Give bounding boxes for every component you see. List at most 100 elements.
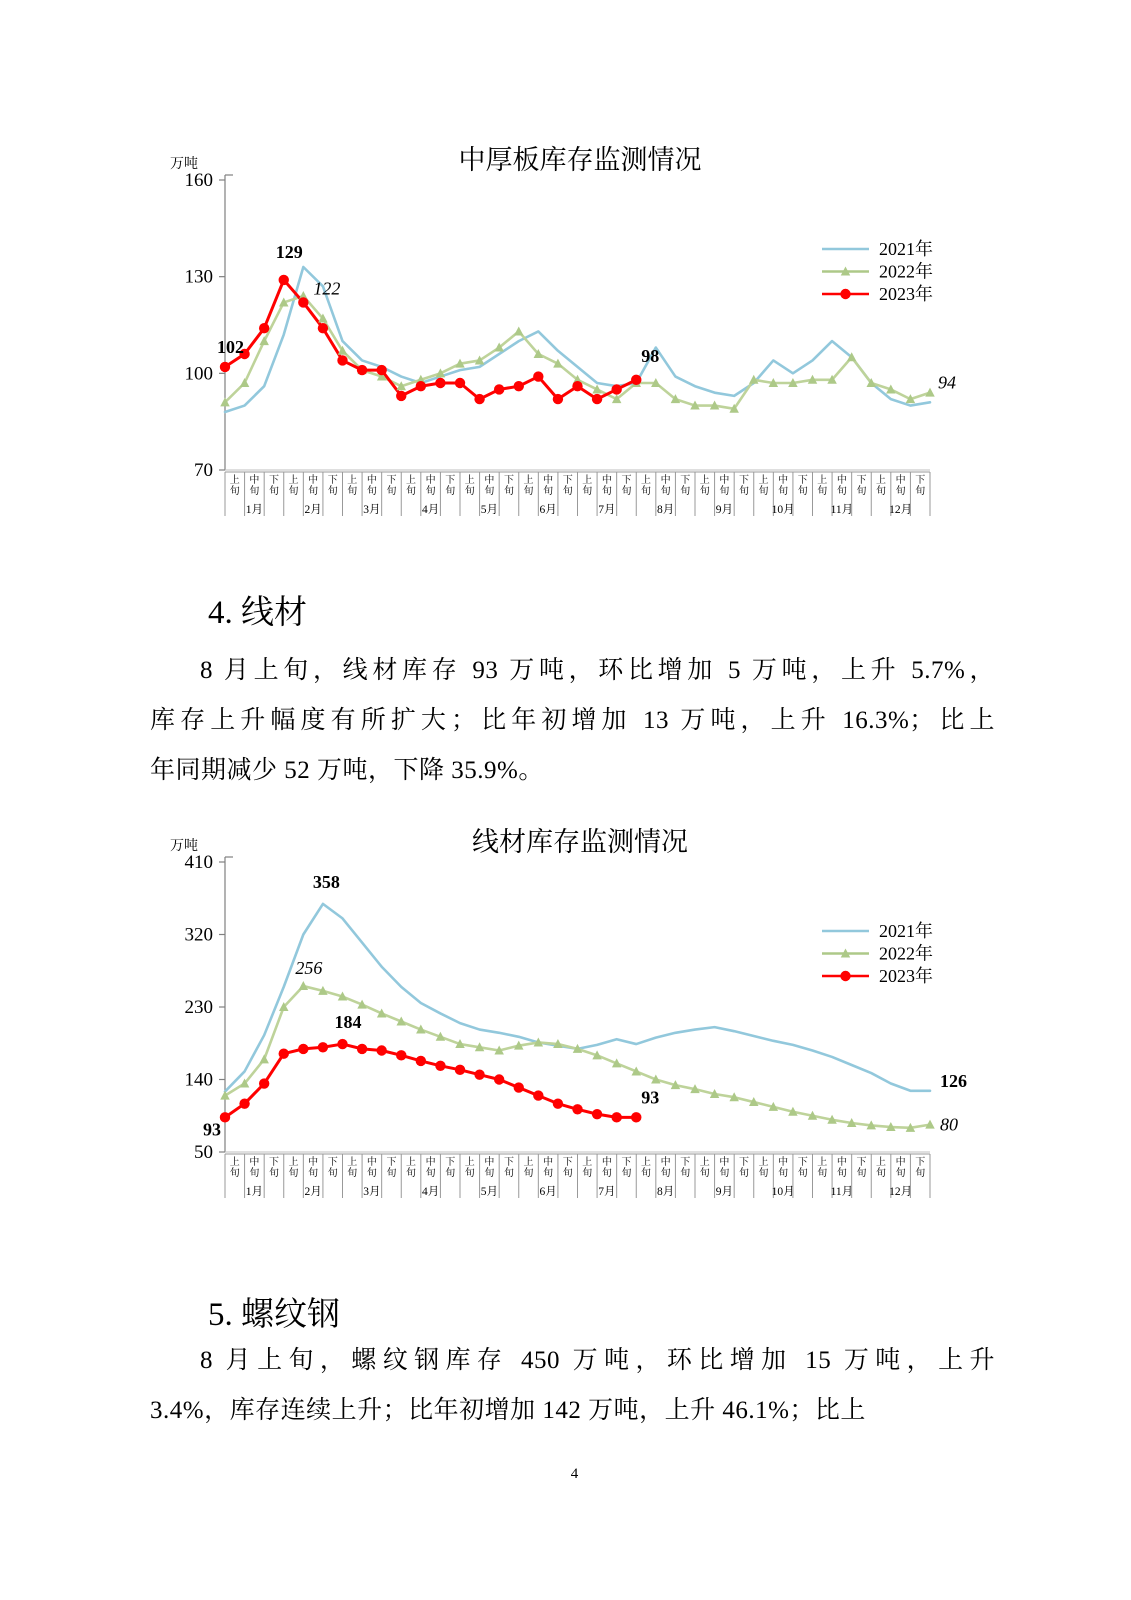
svg-text:5月: 5月	[481, 503, 498, 516]
svg-text:中: 中	[661, 1155, 671, 1168]
svg-text:8月: 8月	[657, 503, 674, 516]
svg-text:旬: 旬	[896, 1166, 906, 1179]
svg-text:4月: 4月	[422, 503, 439, 516]
svg-text:中: 中	[543, 1155, 553, 1168]
svg-text:上: 上	[347, 1155, 357, 1168]
svg-text:3月: 3月	[363, 1185, 380, 1198]
svg-text:上: 上	[759, 1155, 769, 1168]
svg-text:中: 中	[543, 473, 553, 486]
svg-text:1月: 1月	[246, 503, 263, 516]
svg-text:98: 98	[641, 346, 659, 366]
svg-text:10月: 10月	[772, 503, 795, 516]
svg-text:线材库存监测情况: 线材库存监测情况	[472, 827, 688, 857]
svg-text:70: 70	[194, 460, 213, 481]
svg-text:2023年: 2023年	[879, 283, 933, 304]
svg-text:下: 下	[621, 474, 631, 486]
svg-text:12月: 12月	[889, 1185, 912, 1198]
svg-text:中: 中	[249, 1155, 259, 1168]
svg-text:下: 下	[563, 474, 573, 486]
svg-text:中: 中	[602, 473, 612, 486]
svg-text:中: 中	[367, 1155, 377, 1168]
svg-text:旬: 旬	[445, 484, 455, 497]
svg-text:6月: 6月	[539, 503, 556, 516]
svg-text:中厚板库存监测情况: 中厚板库存监测情况	[459, 145, 702, 175]
svg-text:2月: 2月	[304, 503, 321, 516]
svg-text:5月: 5月	[481, 1185, 498, 1198]
svg-text:旬: 旬	[269, 484, 279, 497]
svg-text:上: 上	[230, 1155, 240, 1168]
svg-text:100: 100	[185, 363, 214, 384]
svg-text:旬: 旬	[543, 1166, 553, 1179]
svg-text:旬: 旬	[249, 484, 259, 497]
svg-text:下: 下	[386, 474, 396, 486]
svg-text:9月: 9月	[716, 503, 733, 516]
svg-text:下: 下	[269, 474, 279, 486]
svg-text:下: 下	[856, 1156, 866, 1168]
svg-text:上: 上	[230, 473, 240, 486]
svg-text:旬: 旬	[484, 1166, 494, 1179]
svg-text:下: 下	[915, 474, 925, 486]
svg-text:6月: 6月	[539, 1185, 556, 1198]
svg-text:122: 122	[313, 278, 340, 298]
svg-text:旬: 旬	[386, 1166, 396, 1179]
svg-text:旬: 旬	[817, 484, 827, 497]
svg-text:旬: 旬	[230, 1166, 240, 1179]
svg-text:旬: 旬	[504, 484, 514, 497]
svg-text:上: 上	[406, 473, 416, 486]
svg-text:下: 下	[798, 1156, 808, 1168]
svg-text:80: 80	[940, 1115, 958, 1135]
svg-text:下: 下	[856, 474, 866, 486]
svg-text:旬: 旬	[778, 484, 788, 497]
svg-text:旬: 旬	[524, 484, 534, 497]
svg-text:上: 上	[641, 473, 651, 486]
svg-text:94: 94	[938, 373, 956, 393]
svg-text:上: 上	[524, 473, 534, 486]
svg-text:旬: 旬	[915, 1166, 925, 1179]
svg-text:上: 上	[817, 1155, 827, 1168]
svg-text:旬: 旬	[445, 1166, 455, 1179]
svg-text:中: 中	[896, 473, 906, 486]
svg-text:旬: 旬	[719, 1166, 729, 1179]
svg-text:中: 中	[367, 473, 377, 486]
svg-text:旬: 旬	[543, 484, 553, 497]
svg-text:下: 下	[386, 1156, 396, 1168]
svg-text:旬: 旬	[759, 484, 769, 497]
svg-text:下: 下	[445, 474, 455, 486]
svg-text:上: 上	[641, 1155, 651, 1168]
svg-text:3月: 3月	[363, 503, 380, 516]
svg-text:上: 上	[524, 1155, 534, 1168]
svg-text:旬: 旬	[680, 1166, 690, 1179]
svg-text:旬: 旬	[465, 484, 475, 497]
svg-text:中: 中	[719, 1155, 729, 1168]
svg-text:上: 上	[347, 473, 357, 486]
svg-text:上: 上	[876, 1155, 886, 1168]
svg-text:旬: 旬	[739, 484, 749, 497]
svg-text:10月: 10月	[772, 1185, 795, 1198]
svg-text:2022年: 2022年	[879, 943, 933, 964]
svg-text:7月: 7月	[598, 503, 615, 516]
svg-text:中: 中	[308, 473, 318, 486]
svg-text:旬: 旬	[837, 1166, 847, 1179]
svg-text:中: 中	[778, 1155, 788, 1168]
svg-text:旬: 旬	[700, 1166, 710, 1179]
svg-text:旬: 旬	[798, 1166, 808, 1179]
svg-text:2021年: 2021年	[879, 920, 933, 941]
svg-text:中: 中	[484, 1155, 494, 1168]
svg-text:上: 上	[700, 1155, 710, 1168]
svg-text:旬: 旬	[563, 484, 573, 497]
svg-text:下: 下	[328, 474, 338, 486]
svg-text:中: 中	[426, 1155, 436, 1168]
svg-text:旬: 旬	[308, 484, 318, 497]
svg-text:12月: 12月	[889, 503, 912, 516]
svg-text:358: 358	[313, 872, 340, 892]
svg-text:下: 下	[739, 1156, 749, 1168]
svg-text:旬: 旬	[602, 484, 612, 497]
svg-text:旬: 旬	[426, 484, 436, 497]
svg-text:旬: 旬	[641, 484, 651, 497]
svg-text:上: 上	[406, 1155, 416, 1168]
svg-text:140: 140	[185, 1070, 214, 1091]
svg-text:旬: 旬	[484, 484, 494, 497]
svg-text:11月: 11月	[831, 503, 854, 516]
svg-text:下: 下	[798, 474, 808, 486]
svg-text:2021年: 2021年	[879, 238, 933, 259]
